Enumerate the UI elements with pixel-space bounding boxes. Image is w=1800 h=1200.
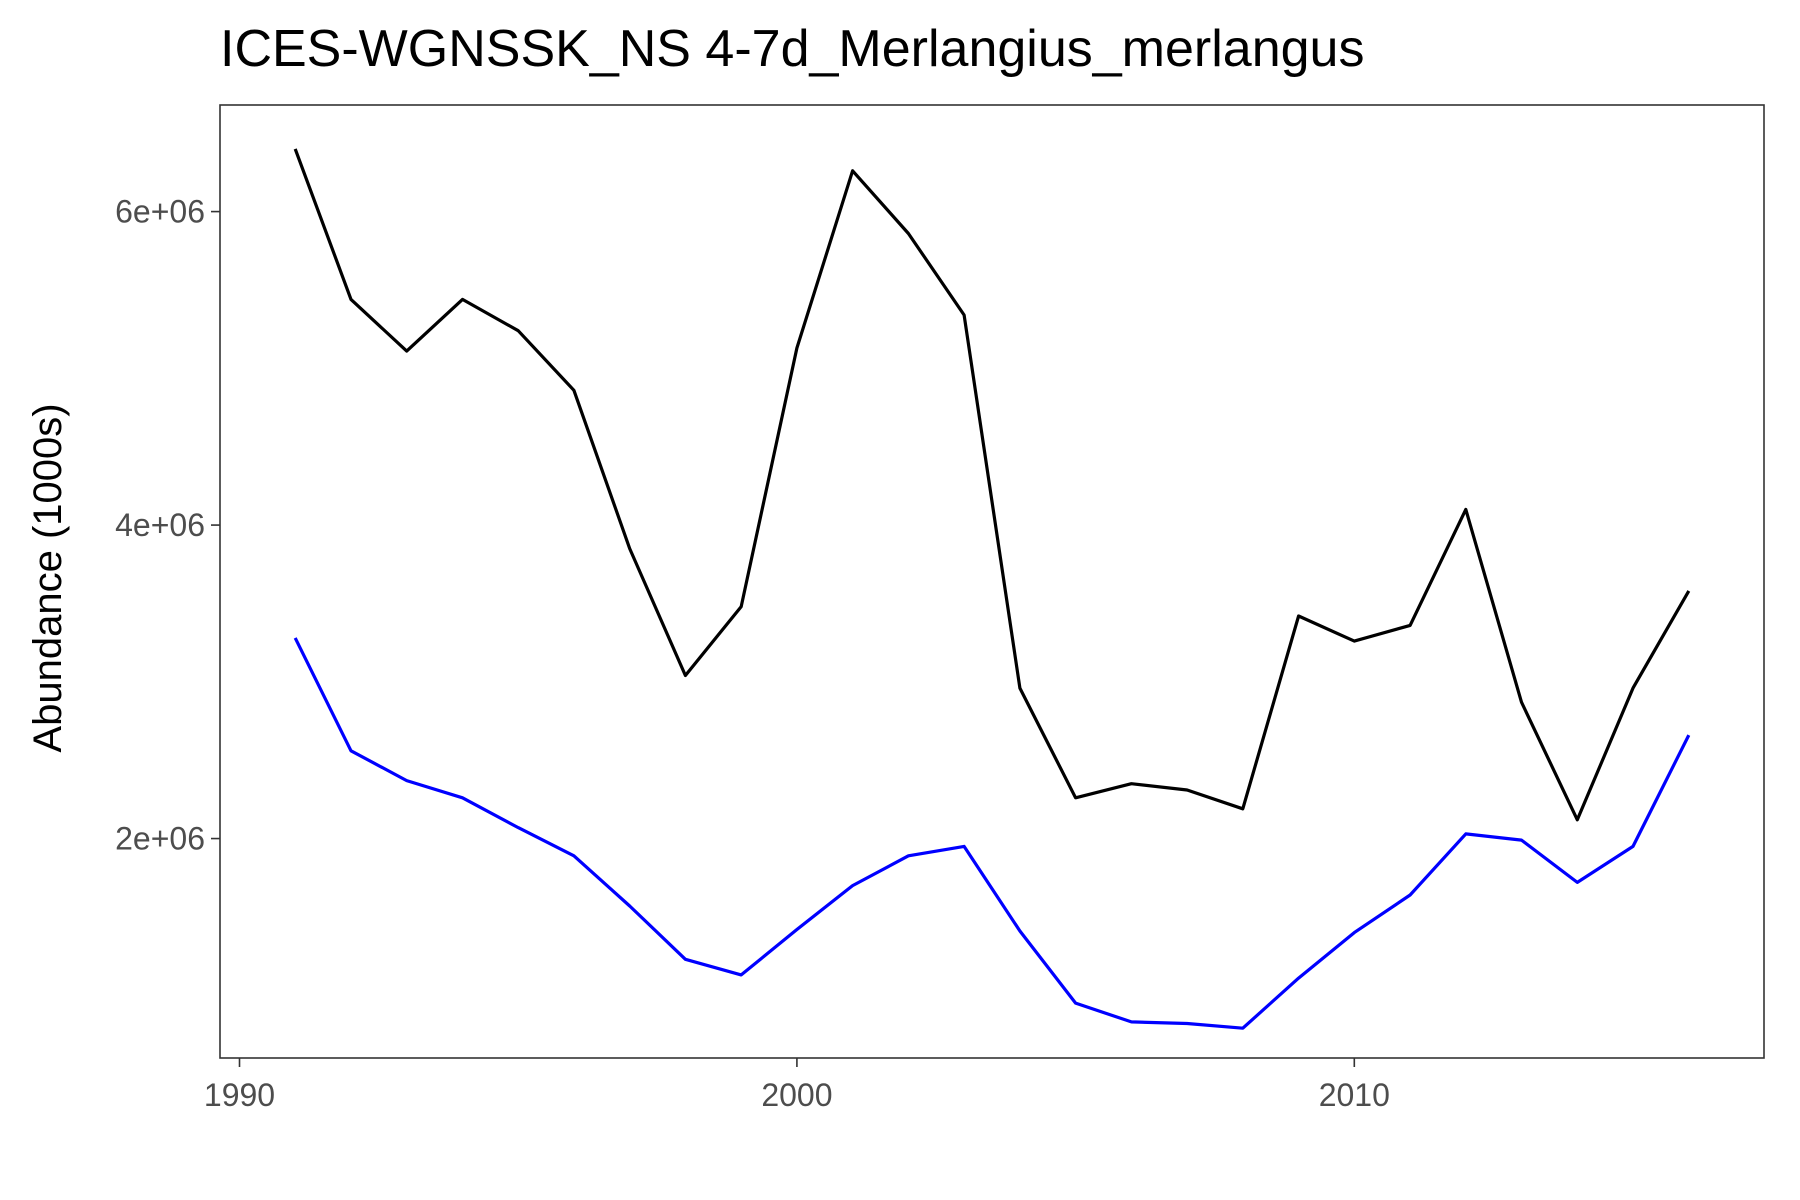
x-tick-label: 1990 — [204, 1077, 275, 1113]
y-tick-label: 6e+06 — [115, 194, 205, 230]
x-axis: 1990 2000 2010 — [204, 1058, 1390, 1113]
series-lines — [293, 148, 1691, 1030]
y-tick-label: 4e+06 — [115, 507, 205, 543]
x-tick-label: 2010 — [1319, 1077, 1390, 1113]
plot-panel — [219, 104, 1765, 1059]
y-axis: 2e+06 4e+06 6e+06 — [115, 194, 220, 857]
y-axis-title: Abundance (1000s) — [26, 403, 70, 752]
series-line-2 — [293, 637, 1691, 1030]
chart-title: ICES-WGNSSK_NS 4-7d_Merlangius_merlangus — [220, 20, 1364, 78]
x-tick-label: 2000 — [761, 1077, 832, 1113]
y-tick-label: 2e+06 — [115, 821, 205, 857]
series-line-1 — [293, 148, 1691, 822]
